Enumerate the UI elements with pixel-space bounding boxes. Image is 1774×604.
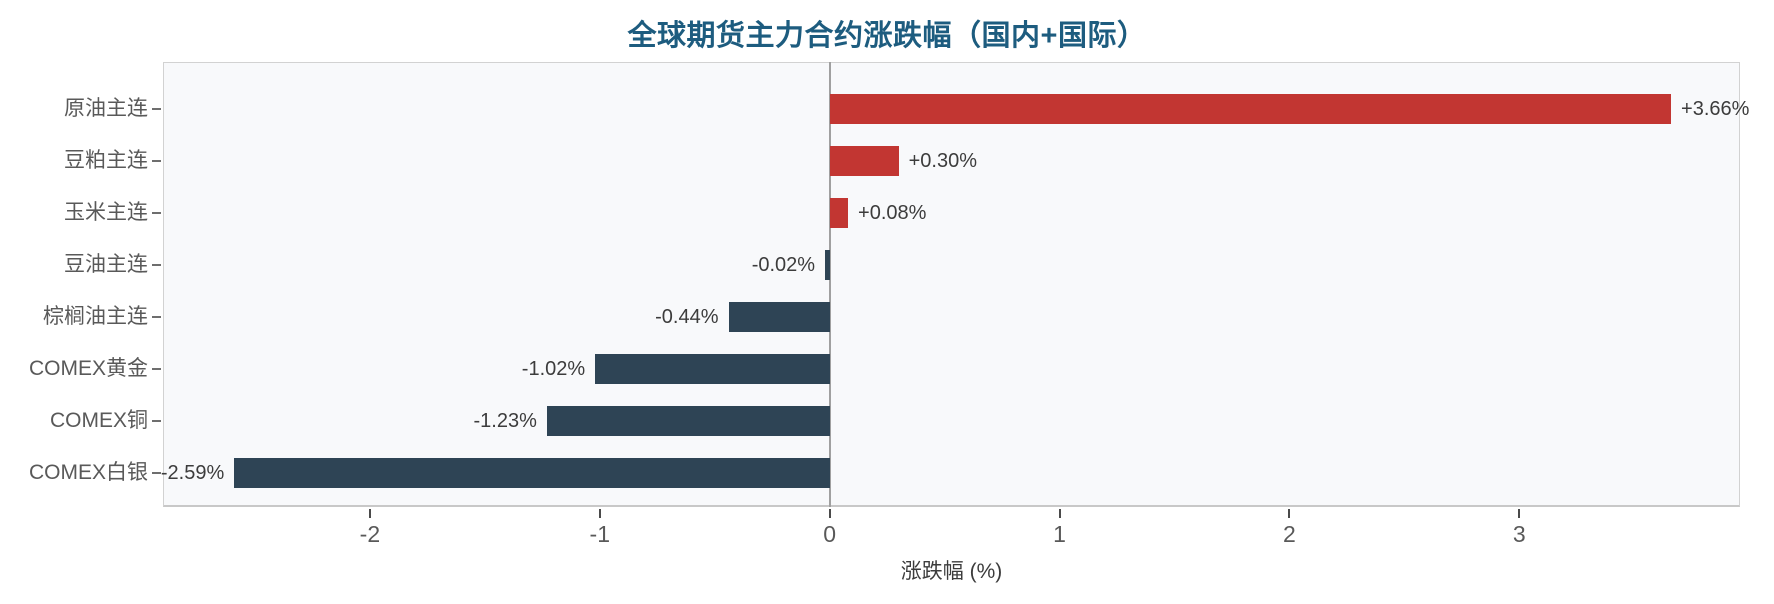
y-tick-mark (152, 367, 161, 370)
bar-value-label: -1.23% (473, 409, 537, 432)
bar (595, 353, 830, 384)
zero-baseline (828, 62, 831, 507)
y-axis-label: 豆油主连 (64, 252, 148, 276)
x-tick-label: 2 (1283, 521, 1296, 547)
y-tick-mark (152, 263, 161, 266)
bar (728, 301, 830, 332)
y-axis-label: COMEX白银 (28, 460, 148, 484)
x-tick-label: -2 (359, 521, 381, 547)
bar (546, 405, 830, 436)
y-axis-label: 棕榈油主连 (43, 304, 148, 328)
y-tick-mark (152, 315, 161, 318)
bar-value-label: -0.44% (655, 305, 719, 328)
y-tick-mark (152, 471, 161, 474)
x-axis-title: 涨跌幅 (%) (900, 560, 1003, 583)
bar-value-label: -1.02% (521, 357, 586, 380)
bar-value-label: -2.59% (160, 461, 225, 484)
bar (829, 197, 849, 228)
bar (825, 249, 830, 280)
x-tick-mark (828, 509, 831, 518)
x-tick-label: 3 (1512, 521, 1526, 547)
x-tick-mark (1058, 509, 1061, 518)
bar-value-label: +0.08% (858, 201, 927, 224)
bar-value-label: +3.66% (1681, 97, 1750, 120)
y-tick-mark (152, 159, 161, 162)
chart-title: 全球期货主力合约涨跌幅（国内+国际） (627, 20, 1147, 52)
plot-area (163, 62, 1740, 507)
y-axis-label: COMEX黄金 (28, 356, 148, 380)
y-axis-label: 原油主连 (64, 96, 148, 120)
bar (234, 457, 830, 488)
bar (829, 93, 1672, 124)
x-tick-label: 0 (823, 521, 837, 547)
x-tick-mark (1518, 509, 1521, 518)
x-tick-mark (368, 509, 371, 518)
y-tick-mark (152, 419, 161, 422)
x-tick-label: 1 (1053, 521, 1066, 547)
bar-value-label: -0.02% (751, 253, 816, 276)
bar (829, 145, 899, 176)
y-axis-label: 玉米主连 (64, 200, 148, 224)
x-tick-label: -1 (589, 521, 610, 547)
y-axis-label: COMEX铜 (49, 408, 148, 432)
y-axis-label: 豆粕主连 (64, 148, 148, 172)
x-tick-mark (1288, 509, 1291, 518)
bar-value-label: +0.30% (908, 149, 978, 172)
x-tick-mark (598, 509, 601, 518)
y-tick-mark (152, 211, 161, 214)
y-tick-mark (152, 107, 161, 110)
